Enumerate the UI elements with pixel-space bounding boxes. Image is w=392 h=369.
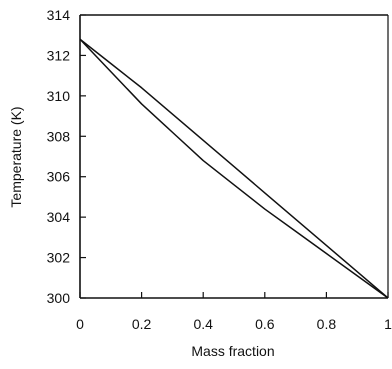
y-axis-title: Temperature (K) bbox=[8, 106, 24, 207]
x-tick-label: 0.4 bbox=[193, 316, 213, 332]
x-axis-title: Mass fraction bbox=[191, 343, 274, 359]
y-tick-label: 300 bbox=[47, 290, 71, 306]
plot-frame bbox=[79, 14, 389, 299]
axis-ticks bbox=[79, 14, 389, 299]
x-tick-label: 1 bbox=[384, 316, 392, 332]
y-tick-label: 314 bbox=[47, 7, 71, 23]
tick-labels: 300 302 304 306 308 310 312 314 0 0.2 0.4 0.6 0.8 1 bbox=[47, 7, 392, 332]
series-line-2 bbox=[79, 38, 389, 299]
y-tick-label: 306 bbox=[47, 169, 71, 185]
x-tick-label: 0.6 bbox=[255, 316, 275, 332]
y-tick-label: 304 bbox=[47, 209, 71, 225]
y-tick-label: 302 bbox=[47, 250, 71, 266]
series-layer bbox=[79, 38, 389, 299]
series-line-1 bbox=[79, 38, 389, 299]
y-tick-label: 312 bbox=[47, 47, 71, 63]
x-tick-label: 0.8 bbox=[317, 316, 337, 332]
y-tick-label: 310 bbox=[47, 88, 71, 104]
x-tick-label: 0 bbox=[76, 316, 84, 332]
x-tick-label: 0.2 bbox=[132, 316, 152, 332]
y-tick-label: 308 bbox=[47, 128, 71, 144]
